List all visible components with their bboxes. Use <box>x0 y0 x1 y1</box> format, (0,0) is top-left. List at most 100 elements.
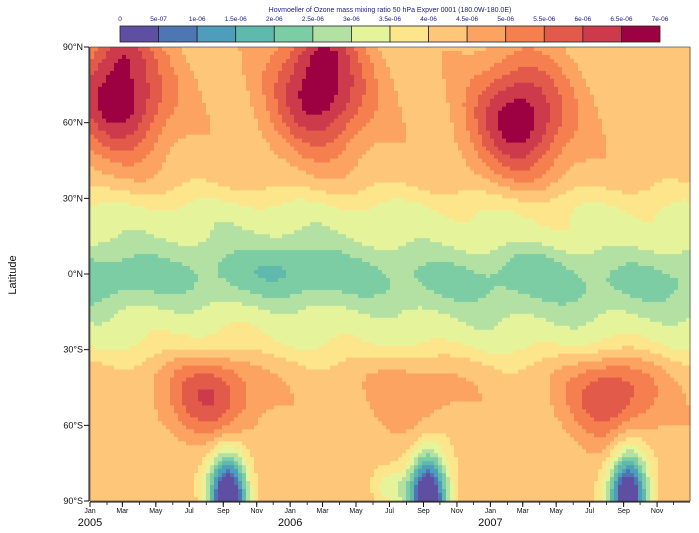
contour-cell <box>98 242 103 263</box>
contour-cell <box>322 305 327 347</box>
contour-cell <box>574 186 579 207</box>
contour-cell <box>130 178 135 195</box>
contour-cell <box>286 385 291 407</box>
contour-cell <box>194 134 199 180</box>
contour-cell <box>430 357 435 375</box>
contour-cell <box>250 230 255 251</box>
contour-cell <box>430 465 435 474</box>
contour-cell <box>334 194 339 207</box>
contour-cell <box>218 186 223 199</box>
contour-cell <box>98 262 103 303</box>
contour-cell <box>130 258 135 291</box>
contour-cell <box>398 473 403 482</box>
contour-cell <box>486 210 491 255</box>
contour-cell <box>482 297 487 331</box>
contour-cell <box>222 441 227 446</box>
contour-cell <box>510 258 515 291</box>
contour-cell <box>138 194 143 207</box>
contour-cell <box>474 106 479 120</box>
contour-cell <box>226 469 231 474</box>
contour-cell <box>398 142 403 183</box>
contour-cell <box>102 58 107 84</box>
contour-cell <box>618 433 623 442</box>
contour-cell <box>374 110 379 144</box>
contour-cell <box>278 250 283 267</box>
contour-cell <box>550 341 555 359</box>
contour-cell <box>558 250 563 263</box>
y-tick-label: 90°N <box>63 42 83 52</box>
contour-cell <box>270 373 275 410</box>
contour-cell <box>430 309 435 339</box>
contour-cell <box>586 433 591 454</box>
contour-cell <box>394 461 399 474</box>
contour-cell <box>462 377 467 403</box>
contour-cell <box>166 118 171 156</box>
contour-cell <box>642 266 647 303</box>
contour-cell <box>382 357 387 371</box>
contour-cell <box>538 297 543 319</box>
contour-cell <box>534 242 539 255</box>
contour-cell <box>378 357 383 371</box>
contour-cell <box>202 457 207 474</box>
contour-cell <box>122 47 127 56</box>
contour-cell <box>250 47 255 108</box>
contour-cell <box>198 134 203 180</box>
contour-cell <box>314 369 319 502</box>
contour-cell <box>94 246 99 263</box>
contour-cell <box>314 222 319 251</box>
contour-cell <box>430 441 435 450</box>
contour-cell <box>110 190 115 203</box>
contour-cell <box>134 182 139 195</box>
contour-cell <box>298 90 303 100</box>
contour-cell <box>194 246 199 275</box>
contour-cell <box>270 186 275 207</box>
contour-cell <box>150 122 155 152</box>
contour-cell <box>398 313 403 347</box>
contour-cell <box>334 230 339 251</box>
contour-cell <box>614 333 619 351</box>
contour-cell <box>518 293 523 315</box>
contour-cell <box>606 445 611 458</box>
contour-cell <box>106 297 111 323</box>
contour-cell <box>254 234 259 251</box>
contour-cell <box>502 373 507 502</box>
contour-cell <box>490 329 495 355</box>
contour-cell <box>230 441 235 446</box>
contour-cell <box>98 130 103 144</box>
contour-cell <box>646 337 651 351</box>
contour-cell <box>226 349 231 359</box>
contour-cell <box>206 405 211 422</box>
contour-cell <box>274 206 279 239</box>
contour-cell <box>574 162 579 187</box>
contour-cell <box>482 162 487 180</box>
contour-cell <box>166 293 171 311</box>
contour-cell <box>574 274 579 303</box>
contour-cell <box>658 425 663 502</box>
contour-cell <box>190 357 195 367</box>
contour-cell <box>130 230 135 259</box>
contour-cell <box>214 333 219 351</box>
contour-cell <box>118 190 123 203</box>
contour-cell <box>266 333 271 355</box>
contour-cell <box>90 134 95 152</box>
contour-cell <box>590 361 595 371</box>
contour-cell <box>262 353 267 371</box>
contour-cell <box>242 409 247 430</box>
contour-cell <box>90 321 95 347</box>
contour-cell <box>242 489 247 502</box>
contour-cell <box>266 142 271 187</box>
contour-cell <box>546 74 551 104</box>
contour-cell <box>578 345 583 355</box>
contour-cell <box>630 437 635 446</box>
contour-cell <box>606 365 611 379</box>
contour-cell <box>178 246 183 263</box>
contour-cell <box>566 54 571 80</box>
contour-cell <box>210 405 215 422</box>
contour-cell <box>178 333 183 351</box>
contour-cell <box>662 274 667 303</box>
contour-cell <box>418 421 423 438</box>
contour-cell <box>506 198 511 211</box>
contour-cell <box>550 182 555 199</box>
colorbar-tick-label: 1.5e-06 <box>225 16 247 23</box>
contour-cell <box>646 190 651 223</box>
